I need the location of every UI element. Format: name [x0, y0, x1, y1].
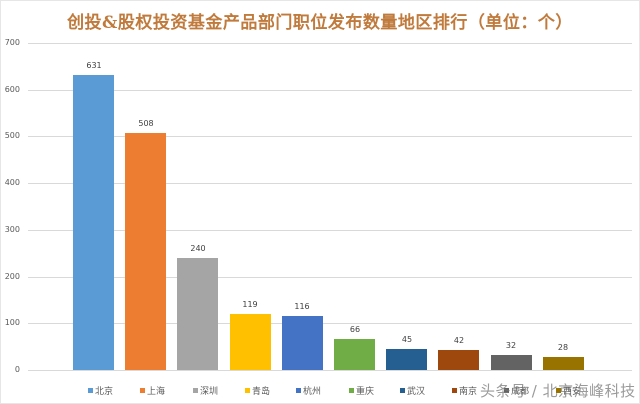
legend-label: 成都 — [511, 387, 530, 397]
bar-value-label: 32 — [505, 341, 517, 350]
bar-value-label: 119 — [242, 300, 258, 309]
gridline — [28, 183, 632, 184]
gridline — [28, 136, 632, 137]
legend-item: 青岛 — [245, 384, 270, 397]
y-tick-label: 400 — [4, 178, 20, 187]
legend-swatch-icon — [452, 388, 457, 393]
legend-item: 南京 — [452, 384, 477, 397]
gridline — [28, 43, 632, 44]
bar-value-label: 240 — [190, 244, 206, 253]
legend-item: 成都 — [504, 384, 529, 397]
legend-item: 武汉 — [400, 384, 425, 397]
legend-label: 重庆 — [356, 387, 375, 397]
legend-item: 重庆 — [349, 384, 374, 397]
bar-value-label: 631 — [86, 61, 102, 70]
legend-label: 南京 — [459, 387, 478, 397]
legend-item: 西安 — [556, 384, 581, 397]
bar-8 — [438, 350, 479, 370]
legend-swatch-icon — [556, 388, 561, 393]
y-tick-label: 700 — [4, 38, 20, 47]
bar-value-label: 508 — [138, 119, 154, 128]
legend-item: 深圳 — [193, 384, 218, 397]
gridline — [28, 370, 632, 371]
legend-label: 上海 — [147, 387, 166, 397]
legend-label: 青岛 — [252, 387, 271, 397]
legend-swatch-icon — [245, 388, 250, 393]
legend-label: 深圳 — [200, 387, 219, 397]
bar-4 — [230, 314, 271, 370]
y-tick-label: 200 — [4, 272, 20, 281]
legend-swatch-icon — [400, 388, 405, 393]
y-tick-label: 600 — [4, 85, 20, 94]
chart-title: 创投&股权投资基金产品部门职位发布数量地区排行（单位：个） — [67, 13, 573, 33]
y-tick-label: 500 — [4, 131, 20, 140]
bar-value-label: 28 — [557, 343, 569, 352]
gridline — [28, 230, 632, 231]
gridline — [28, 90, 632, 91]
legend-label: 武汉 — [407, 387, 426, 397]
bar-value-label: 66 — [349, 325, 361, 334]
y-tick-label: 100 — [4, 318, 20, 327]
y-tick-label: 0 — [14, 365, 20, 374]
legend-item: 上海 — [140, 384, 165, 397]
legend-swatch-icon — [349, 388, 354, 393]
legend-label: 北京 — [95, 387, 114, 397]
gridline — [28, 277, 632, 278]
bar-value-label: 42 — [453, 336, 465, 345]
bar-3 — [177, 258, 218, 370]
legend-swatch-icon — [140, 388, 145, 393]
bar-1 — [73, 75, 114, 370]
bar-7 — [386, 349, 427, 370]
watermark: 头条号 / 北京海峰科技 — [480, 382, 636, 400]
y-tick-label: 300 — [4, 225, 20, 234]
legend-label: 杭州 — [303, 387, 322, 397]
legend-label: 西安 — [563, 387, 582, 397]
legend-item: 北京 — [88, 384, 113, 397]
bar-5 — [282, 316, 323, 370]
bar-9 — [491, 355, 532, 370]
bar-2 — [125, 133, 166, 370]
legend-swatch-icon — [88, 388, 93, 393]
gridline — [28, 323, 632, 324]
legend-swatch-icon — [193, 388, 198, 393]
legend-swatch-icon — [296, 388, 301, 393]
bar-value-label: 116 — [294, 302, 310, 311]
bar-10 — [543, 357, 584, 370]
legend-item: 杭州 — [296, 384, 321, 397]
bar-6 — [334, 339, 375, 370]
legend-swatch-icon — [504, 388, 509, 393]
bar-value-label: 45 — [401, 335, 413, 344]
